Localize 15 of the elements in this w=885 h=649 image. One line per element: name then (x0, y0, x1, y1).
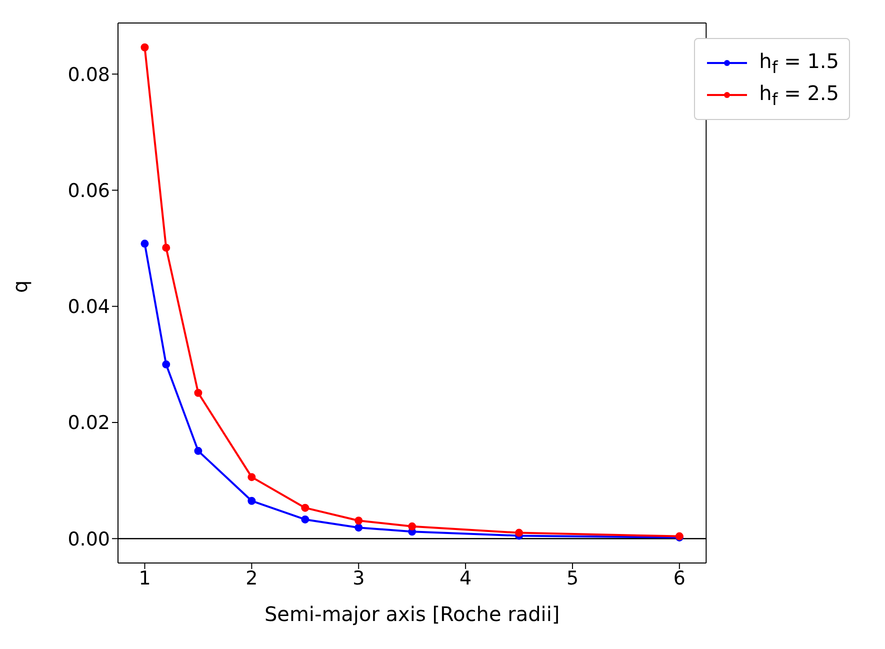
x-axis-title: Semi-major axis [Roche radii] (264, 602, 560, 626)
legend-label: h$_{f}$ = 2.5 (759, 81, 839, 109)
x-tick-label: 1 (138, 567, 151, 590)
x-tick-label: 6 (673, 567, 686, 590)
x-tick-label: 4 (460, 567, 472, 590)
x-tick-label: 3 (352, 567, 365, 590)
y-tick-label: 0.04 (68, 296, 110, 318)
y-tick-label: 0.00 (68, 528, 110, 550)
legend-label: h$_{f}$ = 1.5 (759, 49, 839, 77)
x-tick-label: 2 (246, 567, 258, 590)
x-tick-label: 5 (566, 567, 579, 590)
y-tick-label: 0.08 (68, 64, 110, 86)
y-tick-label: 0.06 (68, 180, 110, 202)
y-axis-title: q (8, 280, 32, 293)
y-tick-label: 0.02 (68, 412, 110, 434)
